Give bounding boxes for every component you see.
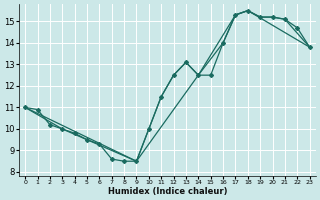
- X-axis label: Humidex (Indice chaleur): Humidex (Indice chaleur): [108, 187, 227, 196]
